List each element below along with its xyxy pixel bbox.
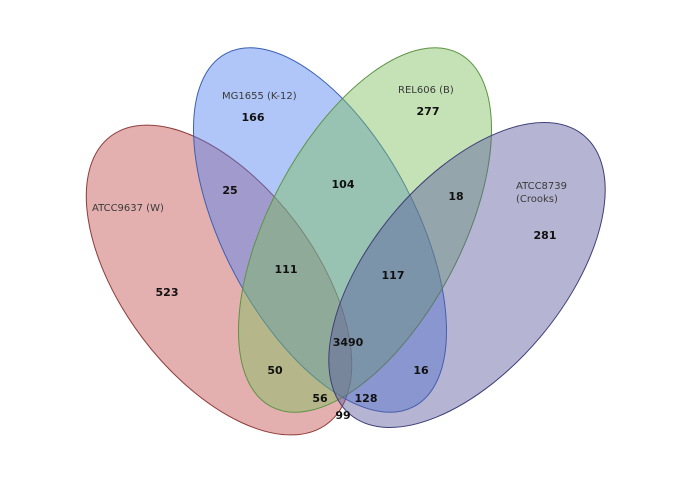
- count-b-only: 277: [417, 105, 440, 118]
- count-w-b: 50: [267, 364, 283, 377]
- set-ellipse-w: [85, 124, 353, 436]
- count-w-k12-crooks: 128: [355, 392, 378, 405]
- count-k12-crooks: 16: [413, 364, 429, 377]
- set-ellipse-crooks: [328, 122, 606, 428]
- count-k12-b-crooks: 117: [382, 269, 405, 282]
- set-label-crooks-line1: ATCC8739: [516, 181, 567, 192]
- set-label-b: REL606 (B): [398, 85, 454, 96]
- count-w-k12-b: 111: [275, 263, 298, 276]
- set-ellipse-b: [238, 47, 492, 413]
- count-k12-only: 166: [242, 111, 265, 124]
- count-crooks-only: 281: [534, 229, 557, 242]
- count-all: 3490: [333, 336, 364, 349]
- set-label-k12: MG1655 (K-12): [222, 91, 297, 102]
- count-w-k12: 25: [222, 184, 237, 197]
- count-k12-b: 104: [332, 178, 355, 191]
- set-label-w: ATCC9637 (W): [92, 203, 164, 214]
- count-w-crooks: 99: [335, 409, 350, 422]
- set-label-crooks-line2: (Crooks): [516, 194, 558, 205]
- set-ellipse-k12: [193, 47, 447, 413]
- count-b-crooks: 18: [448, 190, 463, 203]
- count-w-b-crooks: 56: [312, 392, 328, 405]
- count-w-only: 523: [156, 286, 179, 299]
